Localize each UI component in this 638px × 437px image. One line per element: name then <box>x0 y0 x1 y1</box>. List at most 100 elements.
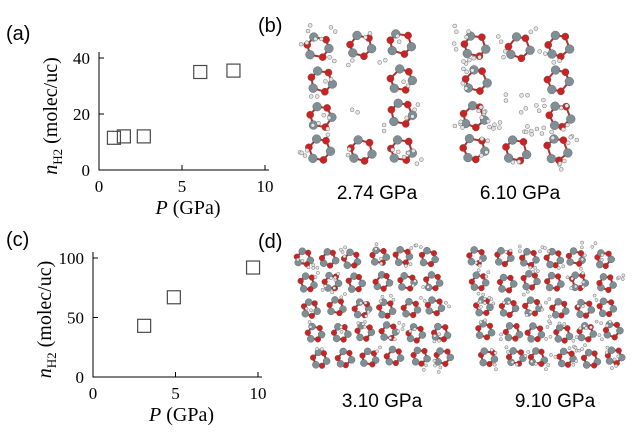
d1-h2-b-11 <box>409 246 414 250</box>
d1-ring-2-1-silicon-2 <box>327 307 335 316</box>
b2-h2-b-9 <box>503 98 509 103</box>
d2-ring-2-5-oxygen-3 <box>596 303 603 310</box>
d1-ring-4-1-silicon-2 <box>336 360 345 368</box>
d1-h2-a-21 <box>408 262 413 267</box>
b2-h2-b-37 <box>479 115 484 120</box>
b1-ring-3-1-oxygen-1 <box>360 157 369 165</box>
b2-h2-a-19 <box>541 97 546 103</box>
b2-h2-a-39 <box>458 119 463 125</box>
d1-ring-4-3-silicon-2 <box>385 358 393 366</box>
b2-h2-a-36 <box>478 105 484 110</box>
d1-ring-2-4-silicon-2 <box>402 310 410 318</box>
d1-h2-a-5 <box>424 363 428 368</box>
b2-ring-0-1-oxygen-3 <box>504 42 513 51</box>
b1-ring-3-0-silicon-4 <box>312 134 322 144</box>
d2-h2-a-26 <box>504 345 509 350</box>
d2-ring-2-3-silicon-0 <box>562 307 570 315</box>
d2-ring-0-4-silicon-2 <box>566 258 574 266</box>
b2-h2-b-15 <box>561 127 566 132</box>
d2-ring-4-3-silicon-4 <box>559 347 568 356</box>
d1-ring-0-1-silicon-4 <box>323 248 332 256</box>
d2-ring-1-5-silicon-0 <box>609 281 617 289</box>
chartc-point-2 <box>245 260 261 275</box>
d1-ring-0-1-silicon-0 <box>331 256 340 265</box>
d2-ring-0-2-oxygen-3 <box>519 254 526 261</box>
d2-h2-a-43 <box>478 299 483 304</box>
b2-h2-a-10 <box>525 124 530 129</box>
d1-h2-b-4 <box>433 363 437 368</box>
b2-h2-a-6 <box>549 129 554 135</box>
b2-h2-b-20 <box>559 105 564 111</box>
d1-ring-1-4-oxygen-5 <box>409 274 416 281</box>
d2-h2-a-14 <box>561 264 566 269</box>
d2-h2-b-54 <box>524 313 529 317</box>
b1-ring-1-0-oxygen-1 <box>321 87 329 96</box>
d2-ring-4-3-oxygen-5 <box>568 350 575 357</box>
d1-h2-b-18 <box>339 295 344 300</box>
structure-b-right <box>452 23 579 172</box>
b2-h2-a-7 <box>562 158 567 164</box>
d1-h2-b-38 <box>333 275 337 280</box>
d1-ring-0-2-silicon-2 <box>343 261 352 269</box>
d1-h2-b-6 <box>361 322 365 326</box>
d1-h2-a-8 <box>316 271 320 275</box>
b1-ring-3-0-oxygen-1 <box>319 156 328 164</box>
b2-h2-b-5 <box>461 59 466 64</box>
d1-h2-a-19 <box>397 320 402 325</box>
d2-ring-3-4-oxygen-1 <box>585 336 592 343</box>
d2-ring-4-0-silicon-0 <box>490 355 499 363</box>
b2-h2-b-34 <box>539 131 545 136</box>
d2-ring-3-0-oxygen-3 <box>475 325 482 332</box>
d1-h2-b-14 <box>447 304 451 309</box>
b2-h2-b-39 <box>460 125 465 130</box>
d1-ring-4-2-silicon-2 <box>360 359 368 367</box>
d1-ring-1-1-silicon-0 <box>334 279 343 288</box>
d2-h2-a-8 <box>565 275 570 280</box>
b1-h2-a-18 <box>381 122 387 128</box>
d1-ring-2-0-oxygen-1 <box>308 312 315 319</box>
b2-h2-b-28 <box>471 55 476 61</box>
d1-ring-2-2-oxygen-3 <box>351 305 358 312</box>
d1-ring-1-5-silicon-4 <box>427 271 436 279</box>
d2-ring-4-1-oxygen-5 <box>517 349 525 356</box>
d1-ring-2-4-oxygen-1 <box>410 311 417 319</box>
d2-h2-a-15 <box>579 266 583 271</box>
d1-h2-b-21 <box>404 264 408 268</box>
d1-ring-3-3-silicon-2 <box>380 333 388 341</box>
b2-h2-b-6 <box>550 135 555 141</box>
d2-ring-2-4-oxygen-1 <box>582 312 590 319</box>
d2-h2-a-29 <box>608 320 612 324</box>
d2-h2-b-7 <box>544 300 548 305</box>
b1-h2-b-16 <box>332 58 337 64</box>
b1-ring-1-2-oxygen-3 <box>386 74 395 83</box>
d1-h2-b-29 <box>422 299 427 303</box>
b1-ring-0-2-oxygen-5 <box>404 31 412 40</box>
d1-ring-4-2-silicon-4 <box>363 347 372 356</box>
d1-ring-2-0-oxygen-5 <box>311 300 318 307</box>
b2-h2-b-19 <box>542 103 547 109</box>
charta-ytick-label-0: 0 <box>82 161 91 180</box>
b2-h2-b-30 <box>528 29 534 35</box>
d2-h2-b-33 <box>581 304 585 309</box>
chartc-point-1 <box>166 290 181 305</box>
d2-h2-a-46 <box>476 291 481 296</box>
d2-h2-a-35 <box>547 314 552 319</box>
b1-ring-1-0-silicon-4 <box>313 66 323 76</box>
d2-h2-b-27 <box>620 277 625 281</box>
chartc-ytick-label-2: 100 <box>59 249 85 268</box>
b2-ring-0-2-silicon-2 <box>547 49 557 59</box>
d2-ring-0-5-oxygen-1 <box>602 262 609 270</box>
d1-ring-0-5-silicon-4 <box>423 246 431 255</box>
d1-ring-1-0-silicon-4 <box>301 272 310 280</box>
d1-h2-a-30 <box>307 320 312 324</box>
d1-ring-3-4-oxygen-5 <box>417 325 424 332</box>
chartc-xlabel: P (GPa) <box>148 404 214 426</box>
d2-h2-a-9 <box>487 295 492 300</box>
b2-ring-3-0-silicon-4 <box>464 133 475 144</box>
b1-ring-1-0-silicon-2 <box>308 83 318 93</box>
d1-ring-0-2-silicon-4 <box>346 248 354 257</box>
d1-ring-4-0-silicon-0 <box>322 357 331 365</box>
d2-ring-4-2-oxygen-3 <box>527 353 534 361</box>
d2-h2-a-48 <box>614 364 618 368</box>
d2-ring-0-2-silicon-4 <box>523 248 531 256</box>
